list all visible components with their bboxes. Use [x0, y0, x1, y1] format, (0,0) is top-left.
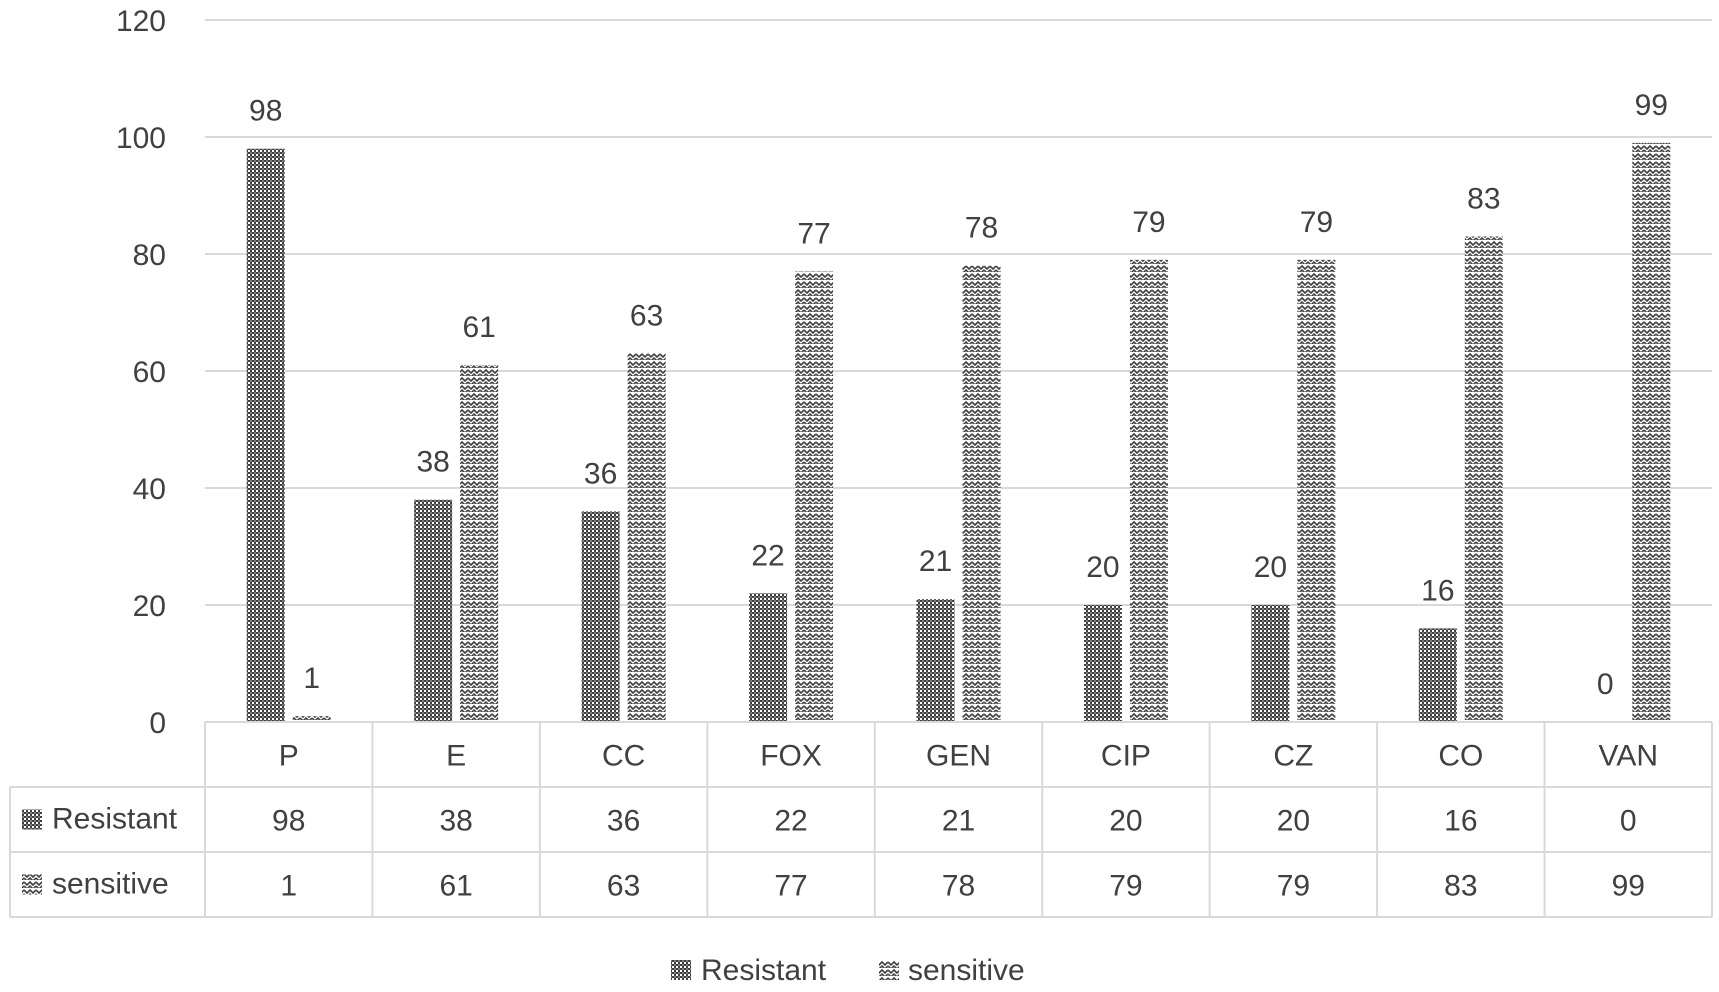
bar-resistant [1083, 605, 1122, 722]
y-tick-label: 80 [133, 239, 166, 272]
bar-sensitive [1129, 259, 1168, 722]
bar-sensitive [962, 265, 1001, 722]
gridlines [205, 19, 1712, 606]
data-label-sensitive: 83 [1467, 182, 1500, 215]
data-label-resistant: 16 [1421, 574, 1454, 607]
bar-sensitive [460, 365, 499, 722]
y-tick-label: 120 [116, 5, 166, 38]
legend-label-sensitive: sensitive [908, 954, 1025, 987]
table-cell: 0 [1620, 805, 1637, 838]
table-cell: 20 [1277, 805, 1310, 838]
table-cell: 1 [280, 870, 297, 903]
table-cell: 61 [439, 870, 472, 903]
data-label-sensitive: 61 [462, 311, 495, 344]
table-cell: 21 [942, 805, 975, 838]
category-label: CZ [1273, 740, 1313, 773]
category-label: VAN [1599, 740, 1658, 773]
table-cell: 63 [607, 870, 640, 903]
data-label-resistant: 20 [1254, 551, 1287, 584]
data-label-resistant: 98 [249, 95, 282, 128]
bar-resistant [1251, 605, 1290, 722]
bar-sensitive [1297, 259, 1336, 722]
bar-sensitive [627, 353, 666, 722]
data-label-resistant: 21 [919, 545, 952, 578]
table-cell: 99 [1612, 870, 1645, 903]
bar-resistant [749, 593, 788, 722]
category-label: CC [602, 740, 645, 773]
data-label-sensitive: 99 [1635, 89, 1668, 122]
y-tick-label: 20 [133, 590, 166, 623]
data-label-resistant: 0 [1597, 668, 1614, 701]
data-label-sensitive: 1 [303, 662, 320, 695]
table-legend-key [22, 874, 42, 895]
data-label-resistant: 38 [416, 446, 449, 479]
data-label-sensitive: 79 [1300, 206, 1333, 239]
table-cell: 22 [774, 805, 807, 838]
category-label: P [279, 740, 299, 773]
table-cell: 98 [272, 805, 305, 838]
y-tick-label: 0 [149, 707, 166, 740]
bar-sensitive [795, 271, 834, 722]
table-cell: 79 [1109, 870, 1142, 903]
category-label: CO [1438, 740, 1483, 773]
data-table: P E CC FOX GEN CIP CZ CO VAN Resistant 98 38 36 22 21 2… [9, 721, 1713, 918]
data-label-sensitive: 79 [1132, 206, 1165, 239]
legend-key-resistant [671, 960, 691, 980]
table-cell: 77 [774, 870, 807, 903]
data-label-resistant: 20 [1086, 551, 1119, 584]
data-label-sensitive: 77 [797, 218, 830, 251]
table-cell: 79 [1277, 870, 1310, 903]
table-cell: 36 [607, 805, 640, 838]
data-label-sensitive: 63 [630, 299, 663, 332]
table-cell: 78 [942, 870, 975, 903]
bar-resistant [414, 499, 453, 722]
table-cell: 20 [1109, 805, 1142, 838]
table-cell: 83 [1444, 870, 1477, 903]
data-label-resistant: 36 [584, 457, 617, 490]
data-label-sensitive: 78 [965, 212, 998, 245]
category-label: CIP [1101, 740, 1151, 773]
bars [246, 142, 1671, 723]
bar-resistant [1418, 628, 1457, 722]
y-tick-label: 40 [133, 473, 166, 506]
data-label-resistant: 22 [751, 539, 784, 572]
bar-resistant [916, 599, 955, 722]
category-label: GEN [926, 740, 991, 773]
legend-key-sensitive [879, 960, 899, 980]
legend-label-resistant: Resistant [701, 954, 827, 987]
bar-resistant [581, 511, 620, 722]
bar-resistant [246, 148, 285, 722]
y-axis: 0 20 40 60 80 100 120 [116, 5, 166, 740]
table-row-header: sensitive [52, 868, 169, 901]
y-tick-label: 100 [116, 122, 166, 155]
table-legend-key [22, 809, 42, 830]
table-row-header: Resistant [52, 803, 178, 836]
table-cell: 38 [439, 805, 472, 838]
data-labels: 98 1 38 61 36 63 22 77 21 78 20 79 20 79 16 83 0 99 [249, 89, 1668, 701]
legend: Resistant sensitive [671, 954, 1025, 987]
table-cell: 16 [1444, 805, 1477, 838]
bar-sensitive [1632, 142, 1671, 723]
bar-sensitive [1464, 236, 1503, 722]
y-tick-label: 60 [133, 356, 166, 389]
bar-sensitive [292, 716, 331, 722]
category-label: E [446, 740, 466, 773]
category-label: FOX [760, 740, 822, 773]
